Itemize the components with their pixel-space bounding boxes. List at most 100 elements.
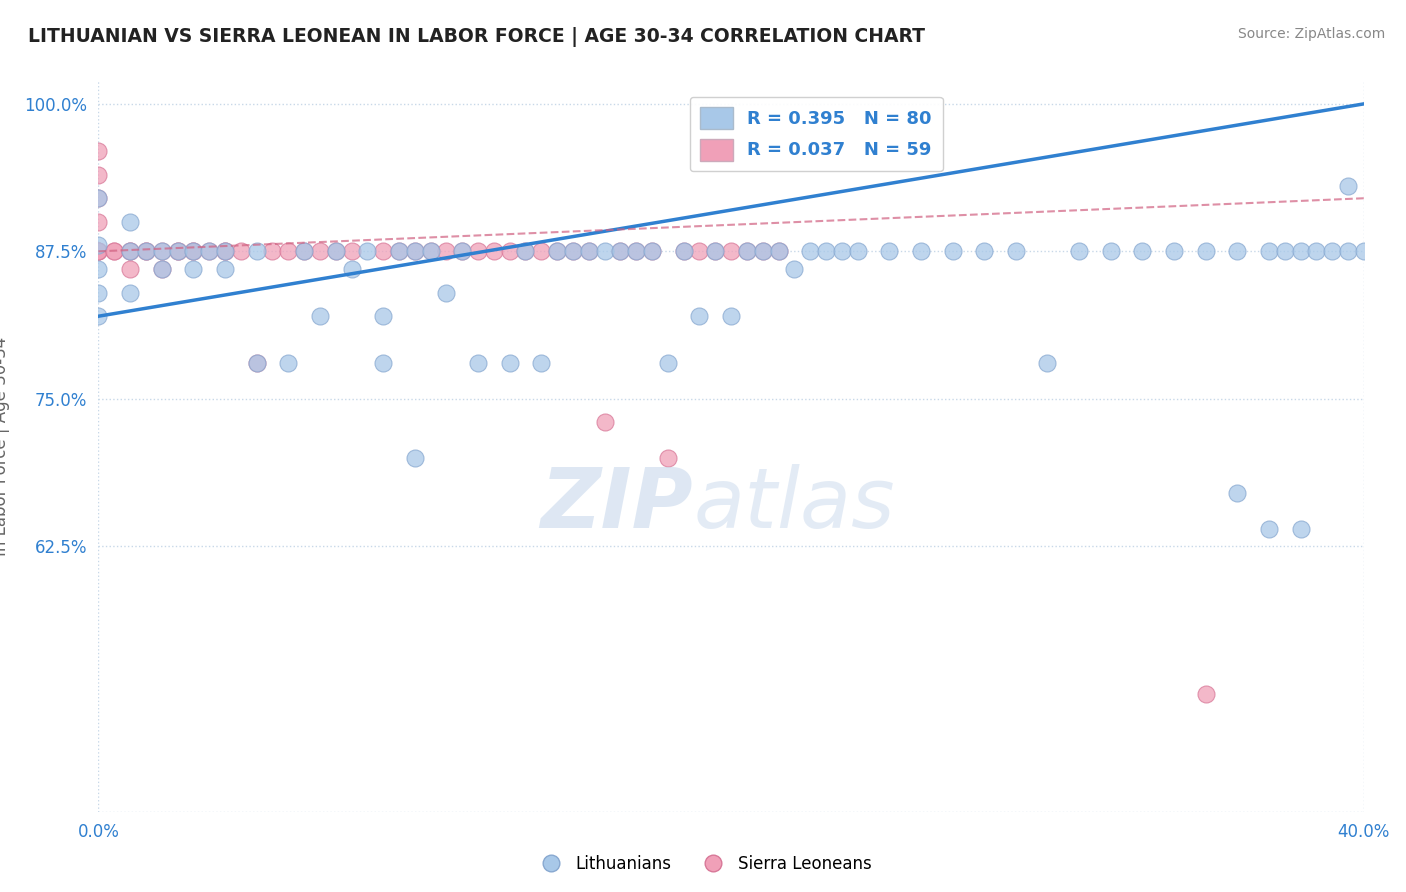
Point	[87, 244, 110, 259]
Point	[877, 244, 900, 259]
Point	[135, 244, 157, 259]
Point	[292, 244, 315, 259]
Point	[530, 356, 553, 370]
Point	[183, 244, 205, 259]
Point	[103, 244, 125, 259]
Point	[593, 244, 616, 259]
Point	[214, 244, 236, 259]
Point	[183, 244, 205, 259]
Point	[498, 356, 520, 370]
Point	[292, 244, 315, 259]
Point	[277, 244, 299, 259]
Point	[309, 244, 332, 259]
Point	[436, 285, 458, 300]
Point	[814, 244, 837, 259]
Point	[467, 356, 489, 370]
Point	[229, 244, 252, 259]
Y-axis label: In Labor Force | Age 30-34: In Labor Force | Age 30-34	[0, 336, 10, 556]
Text: ZIP: ZIP	[540, 464, 693, 545]
Point	[87, 244, 110, 259]
Point	[87, 244, 110, 259]
Point	[87, 191, 110, 205]
Point	[371, 356, 394, 370]
Point	[657, 356, 679, 370]
Point	[150, 244, 173, 259]
Point	[482, 244, 505, 259]
Point	[641, 244, 664, 259]
Point	[183, 244, 205, 259]
Point	[214, 244, 236, 259]
Point	[87, 238, 110, 252]
Point	[246, 356, 269, 370]
Point	[262, 244, 284, 259]
Point	[578, 244, 600, 259]
Point	[404, 244, 426, 259]
Point	[515, 244, 537, 259]
Point	[166, 244, 188, 259]
Point	[1226, 244, 1249, 259]
Point	[388, 244, 411, 259]
Point	[120, 285, 141, 300]
Point	[910, 244, 932, 259]
Point	[340, 244, 363, 259]
Point	[404, 450, 426, 465]
Point	[593, 416, 616, 430]
Text: Source: ZipAtlas.com: Source: ZipAtlas.com	[1237, 27, 1385, 41]
Point	[720, 310, 742, 324]
Point	[768, 244, 790, 259]
Point	[1194, 244, 1216, 259]
Point	[515, 244, 537, 259]
Point	[183, 262, 205, 277]
Point	[751, 244, 773, 259]
Point	[246, 356, 269, 370]
Point	[1274, 244, 1296, 259]
Point	[624, 244, 647, 259]
Point	[688, 310, 710, 324]
Point	[277, 356, 299, 370]
Point	[1289, 522, 1312, 536]
Point	[546, 244, 568, 259]
Point	[1353, 244, 1375, 259]
Point	[120, 262, 141, 277]
Point	[720, 244, 742, 259]
Legend: Lithuanians, Sierra Leoneans: Lithuanians, Sierra Leoneans	[527, 848, 879, 880]
Point	[672, 244, 695, 259]
Point	[546, 244, 568, 259]
Point	[799, 244, 821, 259]
Point	[150, 262, 173, 277]
Point	[1163, 244, 1185, 259]
Point	[704, 244, 727, 259]
Point	[751, 244, 773, 259]
Point	[87, 168, 110, 182]
Point	[87, 310, 110, 324]
Point	[1130, 244, 1153, 259]
Point	[846, 244, 869, 259]
Point	[1036, 356, 1059, 370]
Point	[198, 244, 221, 259]
Point	[214, 262, 236, 277]
Point	[1289, 244, 1312, 259]
Point	[942, 244, 965, 259]
Point	[1305, 244, 1327, 259]
Point	[831, 244, 853, 259]
Point	[150, 244, 173, 259]
Point	[783, 262, 806, 277]
Point	[436, 244, 458, 259]
Point	[735, 244, 758, 259]
Point	[1337, 244, 1360, 259]
Point	[356, 244, 378, 259]
Point	[340, 262, 363, 277]
Point	[1337, 179, 1360, 194]
Point	[1194, 687, 1216, 701]
Point	[246, 244, 269, 259]
Point	[672, 244, 695, 259]
Point	[87, 244, 110, 259]
Point	[120, 244, 141, 259]
Legend: R = 0.395   N = 80, R = 0.037   N = 59: R = 0.395 N = 80, R = 0.037 N = 59	[689, 96, 942, 171]
Point	[371, 244, 394, 259]
Point	[498, 244, 520, 259]
Point	[624, 244, 647, 259]
Point	[103, 244, 125, 259]
Point	[641, 244, 664, 259]
Point	[467, 244, 489, 259]
